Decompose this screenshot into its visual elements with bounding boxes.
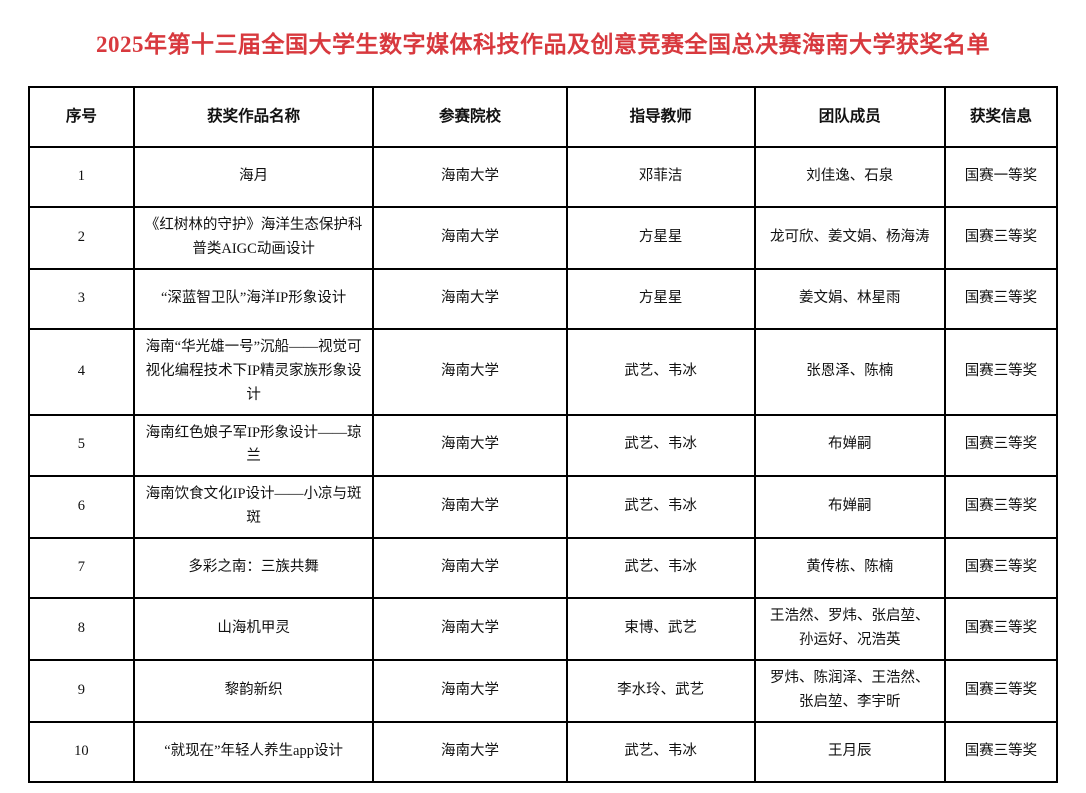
cell-work: 山海机甲灵 [132, 597, 375, 662]
cell-award: 国赛一等奖 [943, 145, 1059, 208]
cell-award: 国赛三等奖 [943, 597, 1059, 662]
cell-school: 海南大学 [372, 597, 568, 662]
cell-school: 海南大学 [372, 475, 568, 540]
column-header-5: 获奖信息 [943, 85, 1059, 148]
awards-table: 序号 获奖作品名称 参赛院校 指导教师 团队成员 获奖信息 1 海月 海南大学 邓菲洁 刘佳逸、石… [28, 85, 1059, 783]
cell-work: 海月 [132, 145, 375, 208]
page-title: 2025年第十三届全国大学生数字媒体科技作品及创意竞赛全国总决赛海南大学获奖名单 [96, 32, 990, 57]
cell-school: 海南大学 [372, 145, 568, 208]
cell-no: 10 [28, 720, 135, 783]
table-row: 3 “深蓝智卫队”海洋IP形象设计 海南大学 方星星 姜文娟、林星雨 国赛三等奖 [28, 267, 1059, 330]
cell-award: 国赛三等奖 [943, 659, 1059, 723]
cell-work: 《红树林的守护》海洋生态保护科普类AIGC动画设计 [132, 205, 375, 270]
table-row: 4 海南“华光雄一号”沉船——视觉可视化编程技术下IP精灵家族形象设计 海南大学 武艺… [28, 327, 1059, 416]
cell-advisors: 李水玲、武艺 [565, 659, 756, 723]
cell-members: 王月辰 [753, 720, 946, 783]
cell-advisors: 邓菲洁 [565, 145, 756, 208]
cell-work: 海南“华光雄一号”沉船——视觉可视化编程技术下IP精灵家族形象设计 [132, 327, 375, 416]
cell-school: 海南大学 [372, 327, 568, 416]
cell-no: 6 [28, 475, 135, 540]
cell-work: 多彩之南：三族共舞 [132, 537, 375, 600]
cell-no: 7 [28, 537, 135, 600]
cell-advisors: 武艺、韦冰 [565, 475, 756, 540]
cell-members: 龙可欣、姜文娟、杨海涛 [753, 205, 946, 270]
cell-advisors: 束博、武艺 [565, 597, 756, 662]
cell-members: 刘佳逸、石泉 [753, 145, 946, 208]
cell-no: 5 [28, 413, 135, 478]
cell-members: 布婵嗣 [753, 475, 946, 540]
table-row: 2 《红树林的守护》海洋生态保护科普类AIGC动画设计 海南大学 方星星 龙可欣、姜文娟… [28, 205, 1059, 270]
cell-award: 国赛三等奖 [943, 537, 1059, 600]
cell-members: 布婵嗣 [753, 413, 946, 478]
cell-award: 国赛三等奖 [943, 475, 1059, 540]
cell-advisors: 方星星 [565, 267, 756, 330]
table-row: 1 海月 海南大学 邓菲洁 刘佳逸、石泉 国赛一等奖 [28, 145, 1059, 208]
cell-members: 罗炜、陈润泽、王浩然、张启堃、李宇昕 [753, 659, 946, 723]
cell-no: 9 [28, 659, 135, 723]
cell-advisors: 武艺、韦冰 [565, 413, 756, 478]
column-header-4: 团队成员 [753, 85, 946, 148]
cell-school: 海南大学 [372, 659, 568, 723]
cell-work: 海南红色娘子军IP形象设计——琼兰 [132, 413, 375, 478]
cell-school: 海南大学 [372, 537, 568, 600]
cell-work: 黎韵新织 [132, 659, 375, 723]
cell-award: 国赛三等奖 [943, 413, 1059, 478]
cell-members: 黄传栋、陈楠 [753, 537, 946, 600]
cell-award: 国赛三等奖 [943, 720, 1059, 783]
column-header-2: 参赛院校 [372, 85, 568, 148]
table-row: 6 海南饮食文化IP设计——小凉与斑斑 海南大学 武艺、韦冰 布婵嗣 国赛三等奖 [28, 475, 1059, 540]
cell-advisors: 武艺、韦冰 [565, 720, 756, 783]
cell-school: 海南大学 [372, 205, 568, 270]
cell-no: 1 [28, 145, 135, 208]
column-header-1: 获奖作品名称 [132, 85, 375, 148]
column-header-0: 序号 [28, 85, 135, 148]
cell-advisors: 武艺、韦冰 [565, 537, 756, 600]
table-row: 10 “就现在”年轻人养生app设计 海南大学 武艺、韦冰 王月辰 国赛三等奖 [28, 720, 1059, 783]
cell-no: 4 [28, 327, 135, 416]
cell-advisors: 武艺、韦冰 [565, 327, 756, 416]
table-row: 8 山海机甲灵 海南大学 束博、武艺 王浩然、罗炜、张启堃、孙运好、况浩英 国赛三等奖 [28, 597, 1059, 662]
cell-no: 3 [28, 267, 135, 330]
cell-members: 张恩泽、陈楠 [753, 327, 946, 416]
table-header-row: 序号 获奖作品名称 参赛院校 指导教师 团队成员 获奖信息 [28, 85, 1059, 148]
cell-members: 王浩然、罗炜、张启堃、孙运好、况浩英 [753, 597, 946, 662]
cell-advisors: 方星星 [565, 205, 756, 270]
cell-members: 姜文娟、林星雨 [753, 267, 946, 330]
cell-school: 海南大学 [372, 267, 568, 330]
cell-award: 国赛三等奖 [943, 327, 1059, 416]
table-row: 7 多彩之南：三族共舞 海南大学 武艺、韦冰 黄传栋、陈楠 国赛三等奖 [28, 537, 1059, 600]
cell-no: 2 [28, 205, 135, 270]
cell-award: 国赛三等奖 [943, 205, 1059, 270]
cell-school: 海南大学 [372, 720, 568, 783]
table-row: 9 黎韵新织 海南大学 李水玲、武艺 罗炜、陈润泽、王浩然、张启堃、李宇昕 国赛三等奖 [28, 659, 1059, 723]
cell-work: 海南饮食文化IP设计——小凉与斑斑 [132, 475, 375, 540]
column-header-3: 指导教师 [565, 85, 756, 148]
cell-school: 海南大学 [372, 413, 568, 478]
table-row: 5 海南红色娘子军IP形象设计——琼兰 海南大学 武艺、韦冰 布婵嗣 国赛三等奖 [28, 413, 1059, 478]
cell-work: “就现在”年轻人养生app设计 [132, 720, 375, 783]
cell-work: “深蓝智卫队”海洋IP形象设计 [132, 267, 375, 330]
cell-award: 国赛三等奖 [943, 267, 1059, 330]
cell-no: 8 [28, 597, 135, 662]
